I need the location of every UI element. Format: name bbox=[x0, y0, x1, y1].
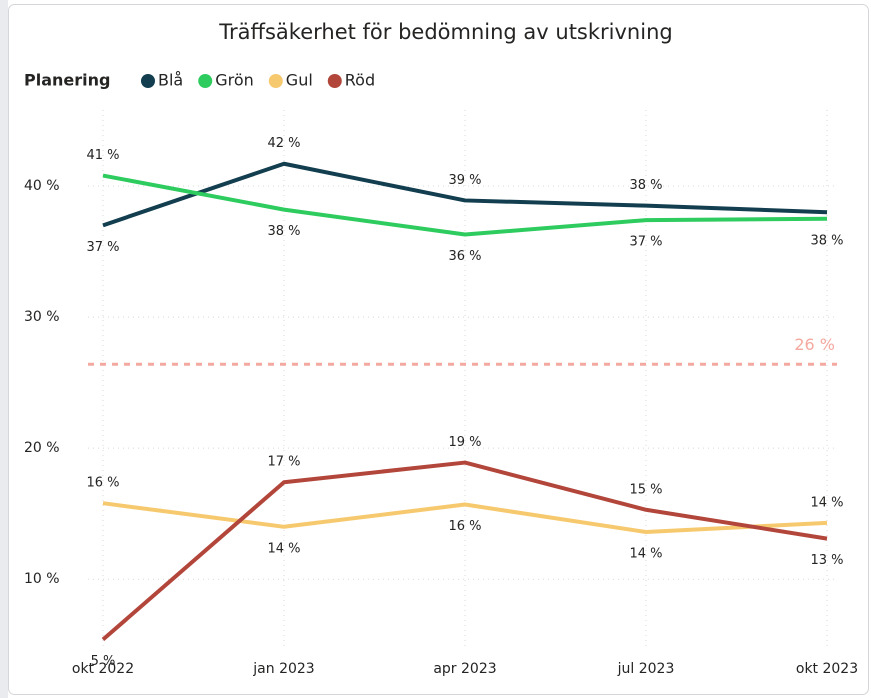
legend-marker bbox=[198, 74, 213, 88]
reference-label: 26 % bbox=[794, 335, 835, 354]
y-tick-label: 10 % bbox=[24, 571, 60, 587]
legend-label: Blå bbox=[158, 71, 183, 90]
legend-label: Röd bbox=[345, 71, 375, 90]
series-line bbox=[101, 460, 828, 642]
data-label: 14 % bbox=[810, 495, 843, 510]
x-tick-label: jan 2023 bbox=[252, 661, 314, 677]
legend-marker bbox=[268, 74, 283, 88]
data-label: 17 % bbox=[267, 455, 300, 470]
data-label: 14 % bbox=[267, 541, 300, 556]
series-line bbox=[102, 501, 828, 535]
x-tick-label: okt 2022 bbox=[72, 661, 134, 677]
data-label: 38 % bbox=[629, 178, 662, 193]
legend-marker bbox=[327, 74, 342, 88]
chart-title: Träffsäkerhet för bedömning av utskrivni… bbox=[218, 20, 672, 44]
legend-label: Gul bbox=[286, 71, 313, 90]
data-label: 15 % bbox=[629, 482, 662, 497]
legend-marker bbox=[141, 74, 155, 88]
series-line bbox=[102, 161, 828, 228]
data-label: 42 % bbox=[267, 136, 300, 151]
x-tick-label: apr 2023 bbox=[433, 661, 496, 677]
y-tick-label: 30 % bbox=[24, 309, 60, 325]
data-label: 13 % bbox=[810, 553, 843, 568]
data-label: 41 % bbox=[86, 148, 119, 163]
x-tick-label: okt 2023 bbox=[796, 661, 858, 677]
legend-title: Planering bbox=[24, 71, 110, 90]
legend-label: Grön bbox=[215, 71, 254, 90]
data-label: 16 % bbox=[86, 476, 119, 491]
series-line bbox=[102, 173, 828, 237]
data-label: 14 % bbox=[629, 547, 662, 562]
x-tick-label: jul 2023 bbox=[617, 661, 675, 677]
y-tick-label: 40 % bbox=[24, 178, 60, 194]
data-label: 38 % bbox=[267, 224, 300, 239]
data-label: 36 % bbox=[448, 249, 481, 264]
data-label: 38 % bbox=[810, 233, 843, 248]
side-shadow bbox=[0, 0, 8, 698]
data-label: 16 % bbox=[448, 519, 481, 534]
data-label: 39 % bbox=[448, 173, 481, 188]
data-label: 37 % bbox=[86, 240, 119, 255]
data-label: 5 % bbox=[91, 654, 116, 669]
data-label: 19 % bbox=[448, 435, 481, 450]
y-tick-label: 20 % bbox=[24, 440, 60, 456]
data-label: 37 % bbox=[629, 235, 662, 250]
card bbox=[8, 4, 869, 695]
